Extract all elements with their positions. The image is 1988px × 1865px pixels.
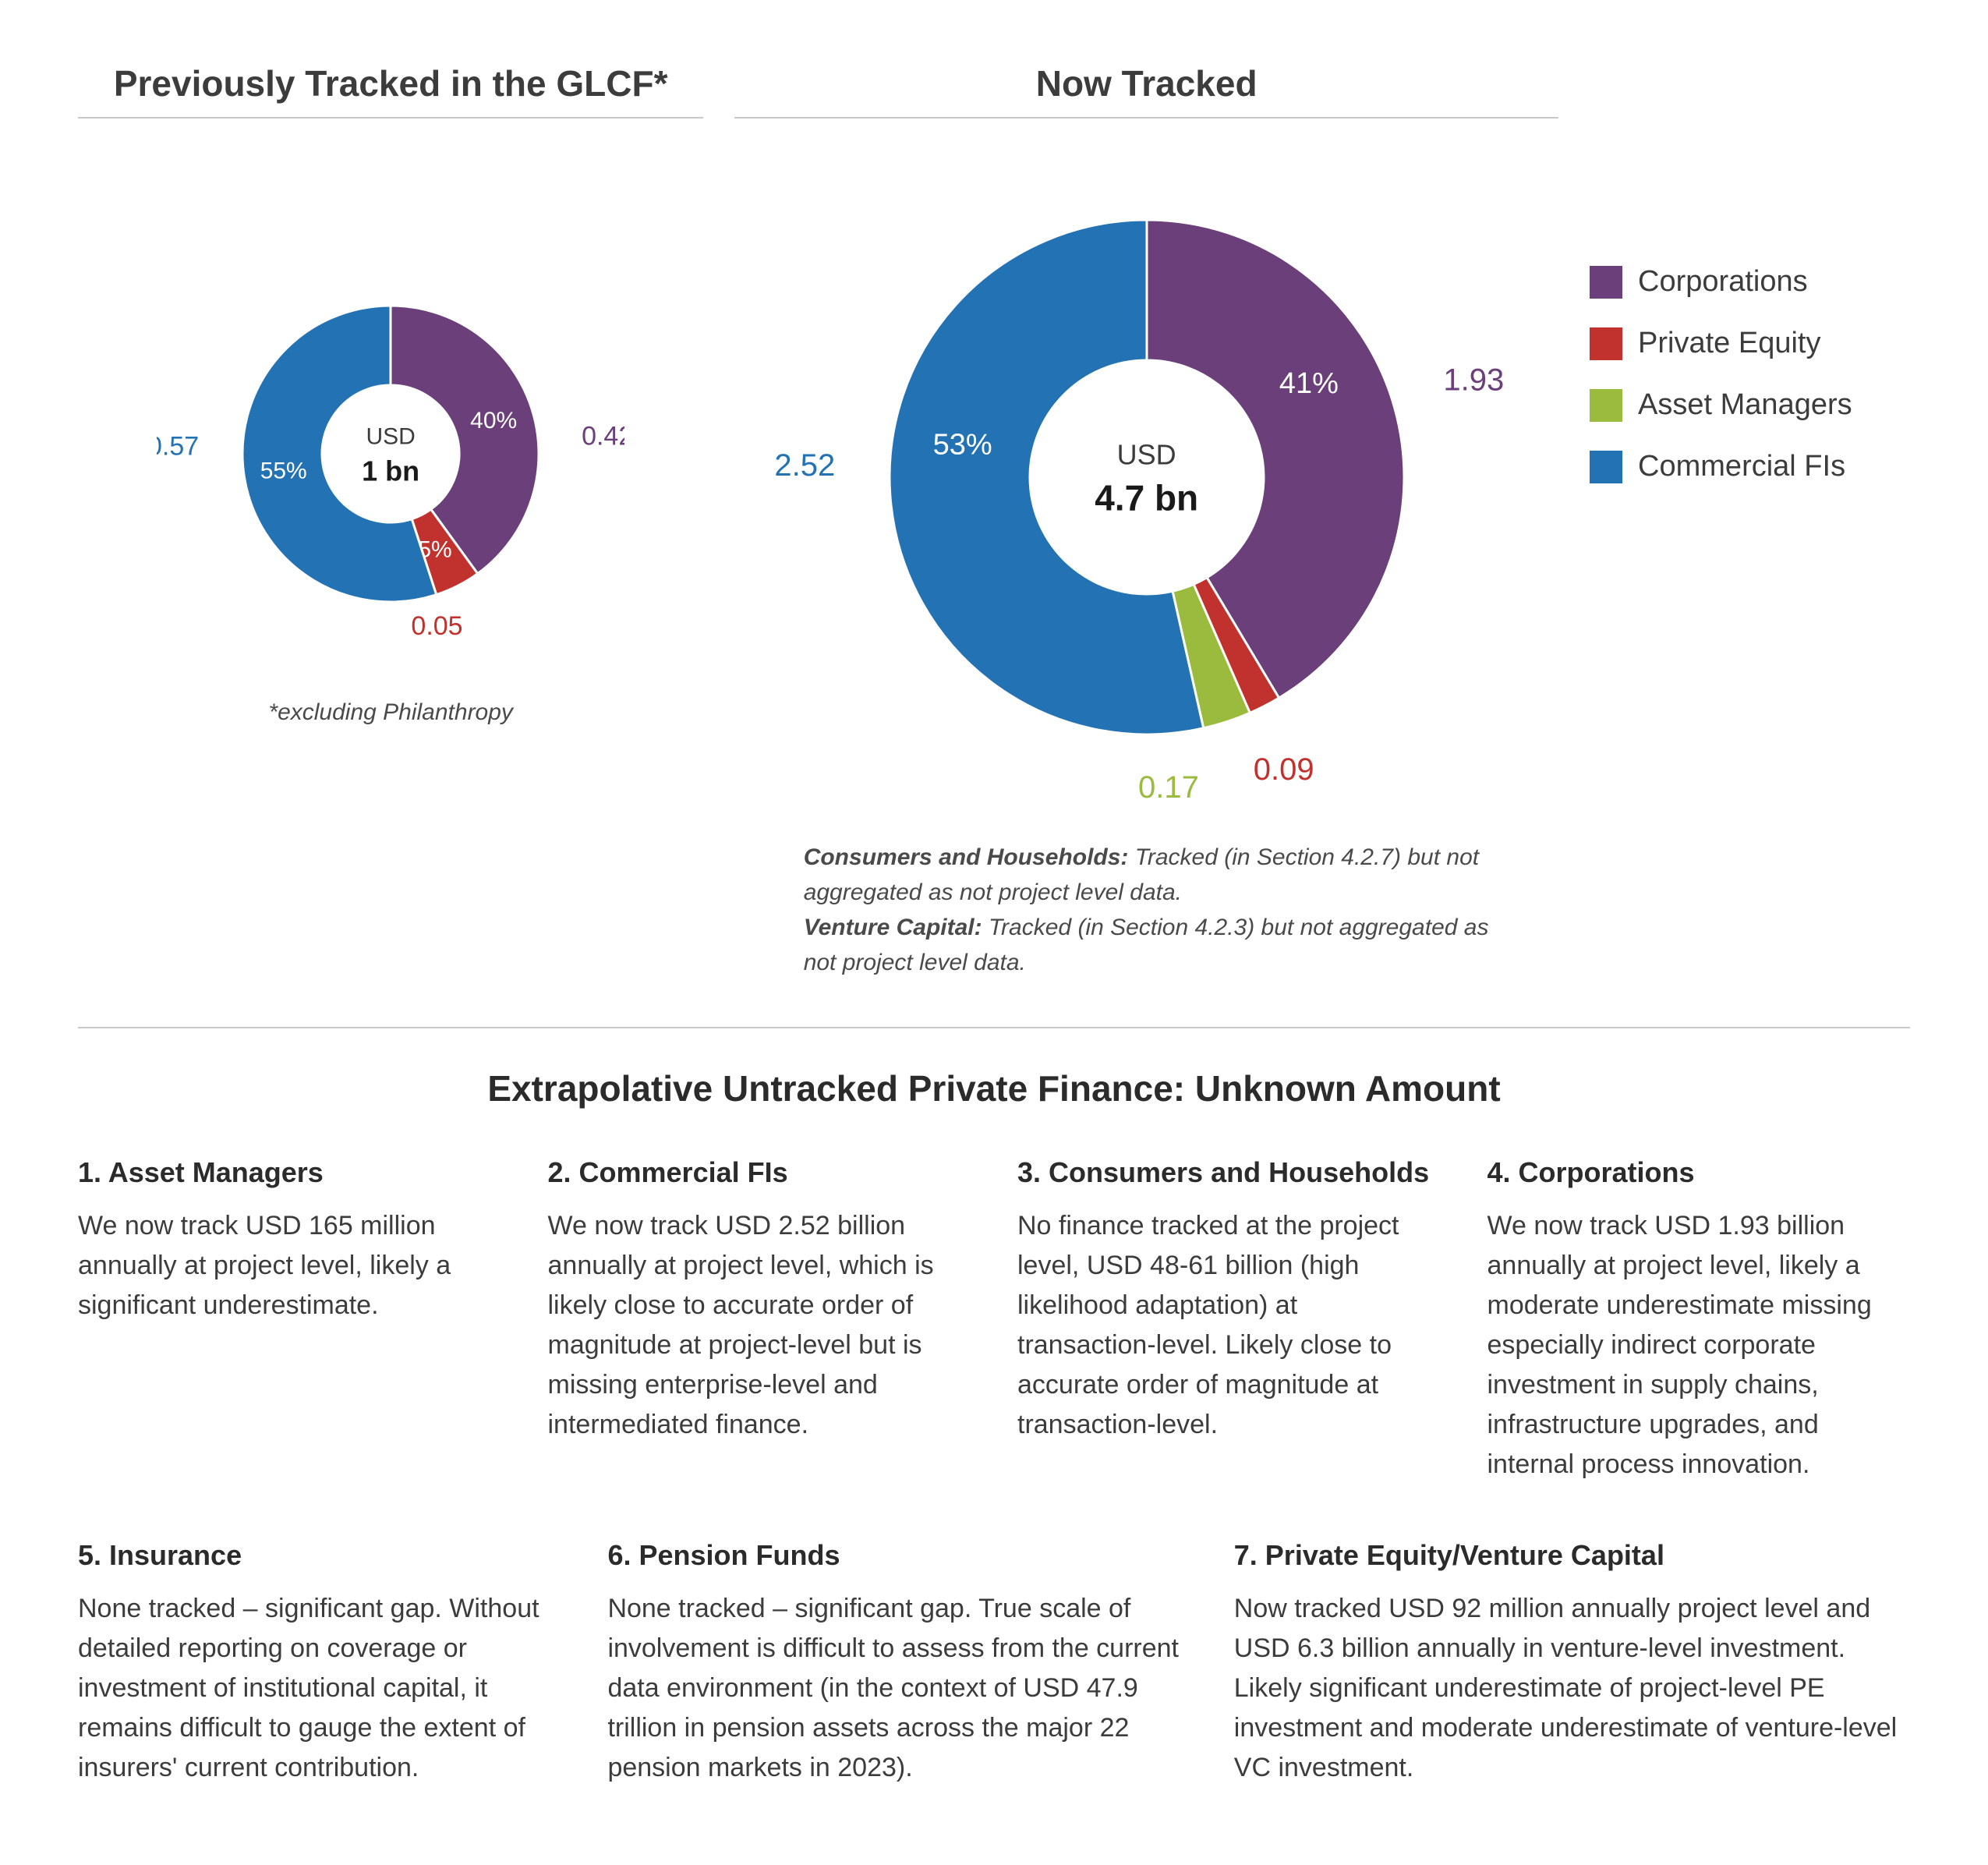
legend-swatch-corporations (1590, 266, 1622, 299)
legend-swatch-commercial-fis (1590, 451, 1622, 483)
legend-item-private-equity: Private Equity (1590, 327, 1910, 360)
legend-label-private-equity: Private Equity (1638, 327, 1820, 360)
chart-now-value: 4.7 bn (1095, 474, 1198, 522)
legend-item-asset-managers: Asset Managers (1590, 388, 1910, 422)
item-pension-funds: 6. Pension Funds None tracked – signific… (607, 1539, 1187, 1788)
item-corporations: 4. Corporations We now track USD 1.93 bi… (1487, 1156, 1911, 1485)
items-row-2: 5. Insurance None tracked – significant … (78, 1539, 1910, 1788)
legend: Corporations Private Equity Asset Manage… (1590, 62, 1910, 483)
item-7-title: 7. Private Equity/Venture Capital (1234, 1539, 1910, 1572)
item-1-body: We now track USD 165 million annually at… (78, 1206, 501, 1325)
item-2-body: We now track USD 2.52 billion annually a… (548, 1206, 971, 1445)
item-4-title: 4. Corporations (1487, 1156, 1911, 1189)
section-title: Extrapolative Untracked Private Finance:… (78, 1067, 1910, 1109)
slice-val-commercial_fis: 0.57 (157, 431, 199, 461)
chart-prev-title: Previously Tracked in the GLCF* (78, 62, 703, 104)
legend-label-corporations: Corporations (1638, 265, 1808, 299)
slice-pct-private_equity: 2% (1254, 714, 1297, 747)
items-row-1: 1. Asset Managers We now track USD 165 m… (78, 1156, 1910, 1485)
chart-now-currency: USD (1095, 436, 1198, 474)
item-4-body: We now track USD 1.93 billion annually a… (1487, 1206, 1911, 1485)
chart-prev-currency: USD (362, 421, 419, 453)
legend-item-commercial-fis: Commercial FIs (1590, 450, 1910, 483)
legend-label-commercial-fis: Commercial FIs (1638, 450, 1845, 483)
item-7-body: Now tracked USD 92 million annually proj… (1234, 1589, 1910, 1788)
item-6-body: None tracked – significant gap. True sca… (607, 1589, 1187, 1788)
legend-label-asset-managers: Asset Managers (1638, 388, 1852, 422)
slice-val-corporations: 1.93 (1443, 363, 1504, 397)
slice-val-corporations: 0.42 (582, 422, 624, 451)
chart-now-donut: 41% 1.93 2% 0.09 3%0.17 53% 2.52 USD 4.7 bn (757, 150, 1537, 809)
item-6-title: 6. Pension Funds (607, 1539, 1187, 1572)
item-3-title: 3. Consumers and Households (1017, 1156, 1441, 1189)
slice-pct-corporations: 40% (470, 408, 517, 434)
legend-item-corporations: Corporations (1590, 265, 1910, 299)
chart-note-1: Consumers and Households: Tracked (in Se… (804, 840, 1490, 910)
chart-note-2-label: Venture Capital: (804, 915, 982, 940)
chart-now-panel: Now Tracked 41% 1.93 2% 0.09 3%0.17 53% 2.52 U… (734, 62, 1558, 980)
slice-val-commercial_fis: 2.52 (774, 448, 835, 483)
item-asset-managers: 1. Asset Managers We now track USD 165 m… (78, 1156, 501, 1485)
slice-val-private_equity: 0.09 (1253, 752, 1314, 787)
chart-note-2: Venture Capital: Tracked (in Section 4.2… (804, 910, 1490, 980)
chart-note-1-label: Consumers and Households: (804, 844, 1129, 870)
chart-prev-center: USD 1 bn (362, 421, 419, 490)
chart-now-title: Now Tracked (734, 62, 1558, 104)
slice-pct-corporations: 41% (1279, 367, 1339, 400)
item-consumers-households: 3. Consumers and Households No finance t… (1017, 1156, 1441, 1485)
chart-prev-value: 1 bn (362, 452, 419, 490)
slice-pct-commercial_fis: 55% (260, 458, 307, 484)
item-commercial-fis: 2. Commercial FIs We now track USD 2.52 … (548, 1156, 971, 1485)
item-2-title: 2. Commercial FIs (548, 1156, 971, 1189)
chart-prev-footnote: *excluding Philanthropy (268, 699, 513, 726)
slice-val-private_equity: 0.05 (412, 611, 463, 641)
item-3-body: No finance tracked at the project level,… (1017, 1206, 1441, 1445)
item-5-title: 5. Insurance (78, 1539, 561, 1572)
chart-prev-rule (78, 117, 703, 119)
chart-now-rule (734, 117, 1558, 119)
item-1-title: 1. Asset Managers (78, 1156, 501, 1189)
item-private-equity-vc: 7. Private Equity/Venture Capital Now tr… (1234, 1539, 1910, 1788)
item-5-body: None tracked – significant gap. Without … (78, 1589, 561, 1788)
slice-pct-commercial_fis: 53% (932, 428, 992, 461)
chart-prev-panel: Previously Tracked in the GLCF* 40% 0.42 5… (78, 62, 703, 726)
slice-pct-asset_managers: 3% (1189, 738, 1232, 771)
section-divider (78, 1027, 1910, 1028)
chart-prev-donut: 40%0.425%0.0555%0.57 USD 1 bn (157, 251, 624, 660)
slice-val-asset_managers: 0.17 (1138, 770, 1199, 805)
chart-now-notes: Consumers and Households: Tracked (in Se… (804, 840, 1490, 980)
legend-swatch-private-equity (1590, 327, 1622, 360)
top-charts-row: Previously Tracked in the GLCF* 40% 0.42 5… (78, 62, 1910, 980)
item-insurance: 5. Insurance None tracked – significant … (78, 1539, 561, 1788)
legend-swatch-asset-managers (1590, 389, 1622, 422)
chart-now-center: USD 4.7 bn (1095, 436, 1198, 522)
